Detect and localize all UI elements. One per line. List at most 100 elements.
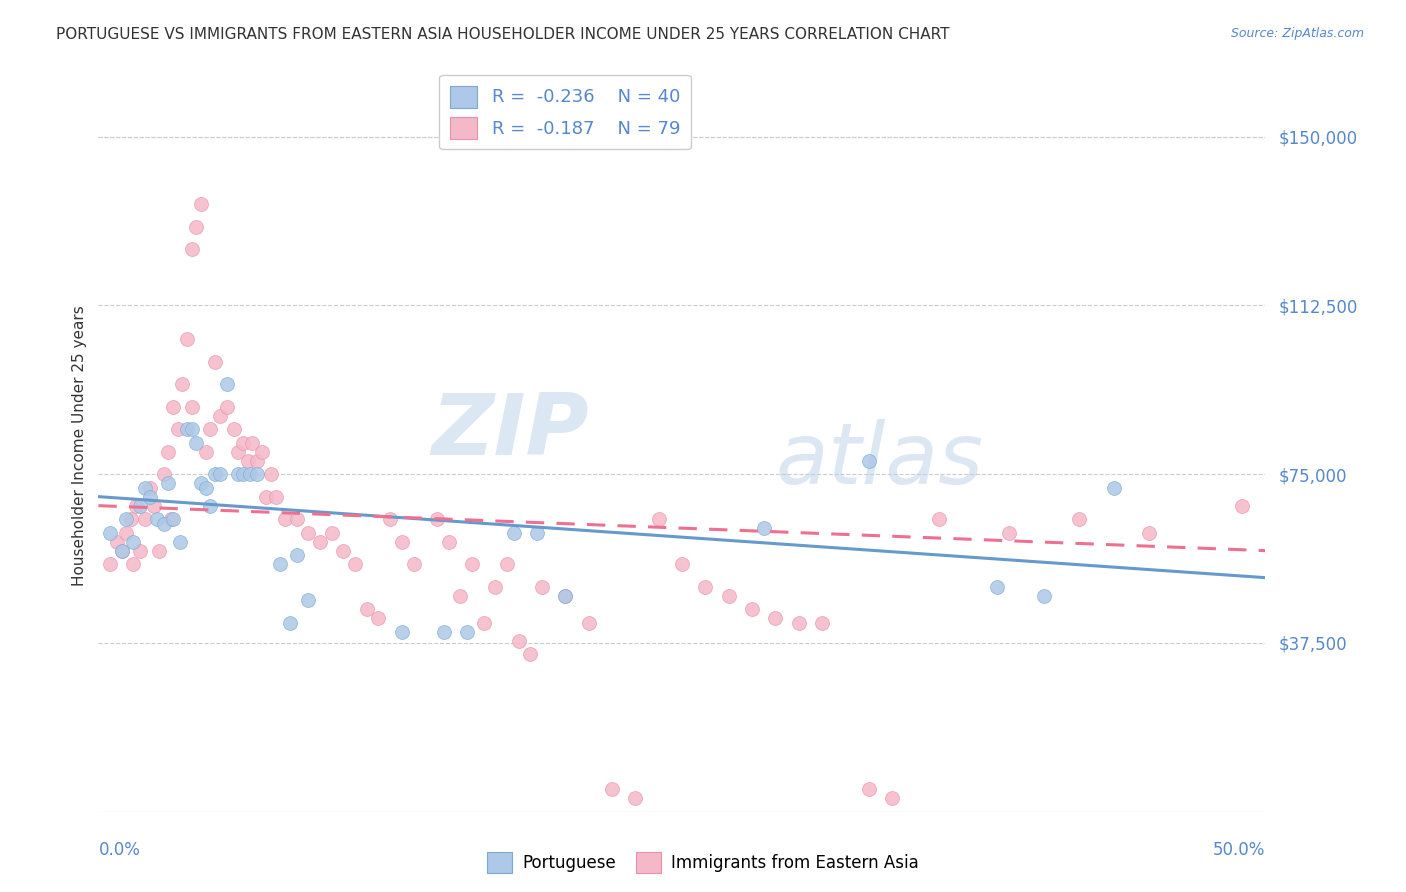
Point <box>264 490 287 504</box>
Point <box>139 490 162 504</box>
Point <box>285 548 308 562</box>
Point <box>600 782 623 797</box>
Point <box>186 219 208 234</box>
Point <box>200 422 222 436</box>
Point <box>1137 525 1160 540</box>
Point <box>122 557 145 571</box>
Point <box>578 615 600 630</box>
Text: 0.0%: 0.0% <box>98 841 141 859</box>
Point <box>380 512 402 526</box>
Point <box>928 512 950 526</box>
Point <box>152 516 174 531</box>
Point <box>624 791 647 805</box>
Point <box>246 467 269 482</box>
Point <box>190 476 212 491</box>
Point <box>120 512 142 526</box>
Point <box>285 512 308 526</box>
Point <box>166 422 188 436</box>
Point <box>208 467 231 482</box>
Text: atlas: atlas <box>775 419 983 502</box>
Point <box>208 409 231 423</box>
Point <box>122 534 145 549</box>
Point <box>344 557 367 571</box>
Point <box>986 580 1008 594</box>
Point <box>115 512 138 526</box>
Point <box>269 557 291 571</box>
Point <box>180 422 202 436</box>
Point <box>157 444 180 458</box>
Point <box>321 525 343 540</box>
Point <box>204 467 226 482</box>
Point <box>508 633 530 648</box>
Point <box>159 512 181 526</box>
Point <box>204 354 226 368</box>
Point <box>236 453 259 467</box>
Point <box>858 453 880 467</box>
Point <box>391 624 413 639</box>
Point <box>200 499 222 513</box>
Point <box>526 525 548 540</box>
Point <box>186 435 208 450</box>
Point <box>402 557 425 571</box>
Point <box>190 197 212 211</box>
Point <box>502 525 524 540</box>
Text: Source: ZipAtlas.com: Source: ZipAtlas.com <box>1230 27 1364 40</box>
Point <box>530 580 553 594</box>
Point <box>232 435 254 450</box>
Point <box>752 521 775 535</box>
Point <box>787 615 810 630</box>
Point <box>274 512 297 526</box>
Point <box>997 525 1019 540</box>
Point <box>228 467 250 482</box>
Point <box>162 400 184 414</box>
Point <box>437 534 460 549</box>
Point <box>162 512 184 526</box>
Point <box>297 525 319 540</box>
Text: 50.0%: 50.0% <box>1213 841 1265 859</box>
Point <box>232 467 254 482</box>
Point <box>297 593 319 607</box>
Point <box>356 602 378 616</box>
Point <box>260 467 283 482</box>
Point <box>554 589 576 603</box>
Point <box>129 499 152 513</box>
Point <box>115 525 138 540</box>
Point <box>125 499 148 513</box>
Point <box>763 611 786 625</box>
Point <box>194 481 217 495</box>
Point <box>695 580 717 594</box>
Point <box>222 422 245 436</box>
Point <box>143 499 166 513</box>
Y-axis label: Householder Income Under 25 years: Householder Income Under 25 years <box>72 306 87 586</box>
Point <box>449 589 471 603</box>
Point <box>250 444 273 458</box>
Point <box>433 624 456 639</box>
Point <box>134 481 156 495</box>
Point <box>554 589 576 603</box>
Point <box>215 377 238 392</box>
Point <box>671 557 693 571</box>
Point <box>332 543 354 558</box>
Point <box>426 512 449 526</box>
Point <box>256 490 278 504</box>
Point <box>111 543 134 558</box>
Point <box>180 242 202 256</box>
Text: ZIP: ZIP <box>430 390 589 473</box>
Point <box>98 557 121 571</box>
Point <box>242 435 264 450</box>
Point <box>484 580 506 594</box>
Point <box>1102 481 1125 495</box>
Point <box>811 615 834 630</box>
Point <box>215 400 238 414</box>
Point <box>246 453 269 467</box>
Point <box>152 467 174 482</box>
Point <box>176 422 198 436</box>
Point <box>194 444 217 458</box>
Point <box>456 624 478 639</box>
Point <box>157 476 180 491</box>
Point <box>391 534 413 549</box>
Point <box>278 615 301 630</box>
Point <box>239 467 262 482</box>
Point <box>180 400 202 414</box>
Point <box>169 534 191 549</box>
